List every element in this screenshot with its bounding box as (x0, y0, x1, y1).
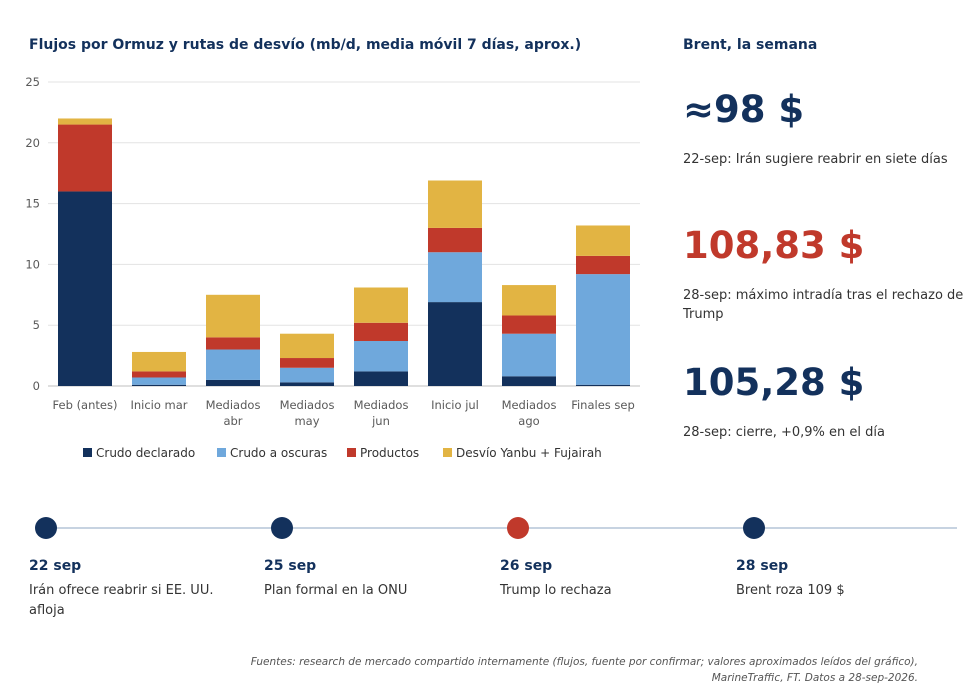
x-tick-label: Mediados (280, 398, 335, 412)
kpi-note-2: 28-sep: máximo intradía tras el rechazo … (683, 288, 964, 322)
bar-segment (58, 191, 112, 386)
x-tick-label: may (294, 414, 319, 428)
bar-segment (132, 377, 186, 385)
y-tick-label: 10 (25, 257, 40, 271)
legend-swatch (217, 448, 226, 457)
bar-segment (354, 371, 408, 386)
kpi-note-1: 22-sep: Irán sugiere reabrir en siete dí… (683, 152, 948, 167)
bar-segment (206, 379, 260, 386)
brent-title: Brent, la semana (683, 37, 818, 53)
bar-segment (206, 294, 260, 338)
legend-swatch (347, 448, 356, 457)
x-tick-label: Inicio mar (130, 398, 187, 412)
y-tick-label: 25 (25, 75, 40, 89)
timeline-dot-1 (35, 517, 57, 539)
kpi-note-3: 28-sep: cierre, +0,9% en el día (683, 425, 885, 440)
kpi-value-2: 108,83 $ (683, 224, 865, 267)
bar-segment (132, 351, 186, 372)
x-tick-label: Finales sep (571, 398, 635, 412)
legend-label: Productos (360, 446, 419, 460)
chart-title: Flujos por Ormuz y rutas de desvío (mb/d… (29, 37, 582, 53)
bar-segment (58, 124, 112, 192)
bar-segment (502, 285, 556, 316)
timeline-date-1: 22 sep (29, 558, 82, 574)
timeline-date-3: 26 sep (500, 558, 553, 574)
timeline-text-3: Trump lo rechaza (500, 583, 612, 598)
timeline-dot-2 (271, 517, 293, 539)
footer-line-1: Fuentes: research de mercado compartido … (250, 656, 918, 668)
timeline-text-2: Plan formal en la ONU (264, 583, 408, 598)
x-tick-label: jun (371, 414, 390, 428)
y-tick-label: 15 (25, 197, 40, 211)
legend-label: Crudo a oscuras (230, 446, 327, 460)
bar-segment (354, 341, 408, 372)
bar-segment (280, 382, 334, 386)
bar-segment (502, 333, 556, 377)
bar-segment (132, 371, 186, 378)
footer-line-2: MarineTraffic, FT. Datos a 28-sep-2026. (711, 672, 918, 684)
legend-label: Crudo declarado (96, 446, 195, 460)
stacked-bar-chart: 0 5 10 15 20 25 Feb (antes) Inicio mar Mediados a… (25, 75, 640, 460)
bar-segment (576, 274, 630, 385)
bar-segment (502, 315, 556, 334)
bar-segment (576, 384, 630, 386)
bar-segment (132, 384, 186, 386)
timeline-dot-3 (507, 517, 529, 539)
timeline-line (45, 527, 957, 529)
bar-segment (206, 337, 260, 350)
x-tick-label: Inicio jul (431, 398, 479, 412)
bar-segment (576, 225, 630, 256)
timeline-dot-4 (743, 517, 765, 539)
bar-segment (206, 349, 260, 380)
x-tick-label: Mediados (206, 398, 261, 412)
timeline-text-1: Irán ofrece reabrir si EE. UU. afloja (29, 583, 214, 618)
legend-swatch (83, 448, 92, 457)
y-tick-label: 0 (33, 379, 40, 393)
bar-segment (280, 333, 334, 359)
kpi-value-1: ≈98 $ (683, 88, 805, 131)
bar-segment (354, 322, 408, 342)
x-tick-label: Feb (antes) (53, 398, 118, 412)
timeline-date-4: 28 sep (736, 558, 789, 574)
footer-sources: Fuentes: research de mercado compartido … (218, 654, 918, 686)
bar-segment (428, 227, 482, 253)
legend-label: Desvío Yanbu + Fujairah (456, 446, 602, 460)
bar-segment (428, 252, 482, 303)
x-tick-label: Mediados (502, 398, 557, 412)
x-tick-label: ago (518, 414, 539, 428)
bar-segment (502, 376, 556, 386)
bar-segment (354, 287, 408, 323)
timeline-text-4: Brent roza 109 $ (736, 583, 845, 598)
bar-segment (58, 118, 112, 125)
x-tick-label: abr (223, 414, 242, 428)
bar-segment (280, 358, 334, 368)
bar-segment (280, 367, 334, 383)
y-tick-label: 5 (33, 318, 40, 332)
y-tick-label: 20 (25, 136, 40, 150)
kpi-value-3: 105,28 $ (683, 361, 865, 404)
bar-segment (428, 180, 482, 228)
legend-swatch (443, 448, 452, 457)
bar-segment (428, 302, 482, 386)
bar-segment (576, 255, 630, 275)
timeline-date-2: 25 sep (264, 558, 317, 574)
x-tick-label: Mediados (354, 398, 409, 412)
